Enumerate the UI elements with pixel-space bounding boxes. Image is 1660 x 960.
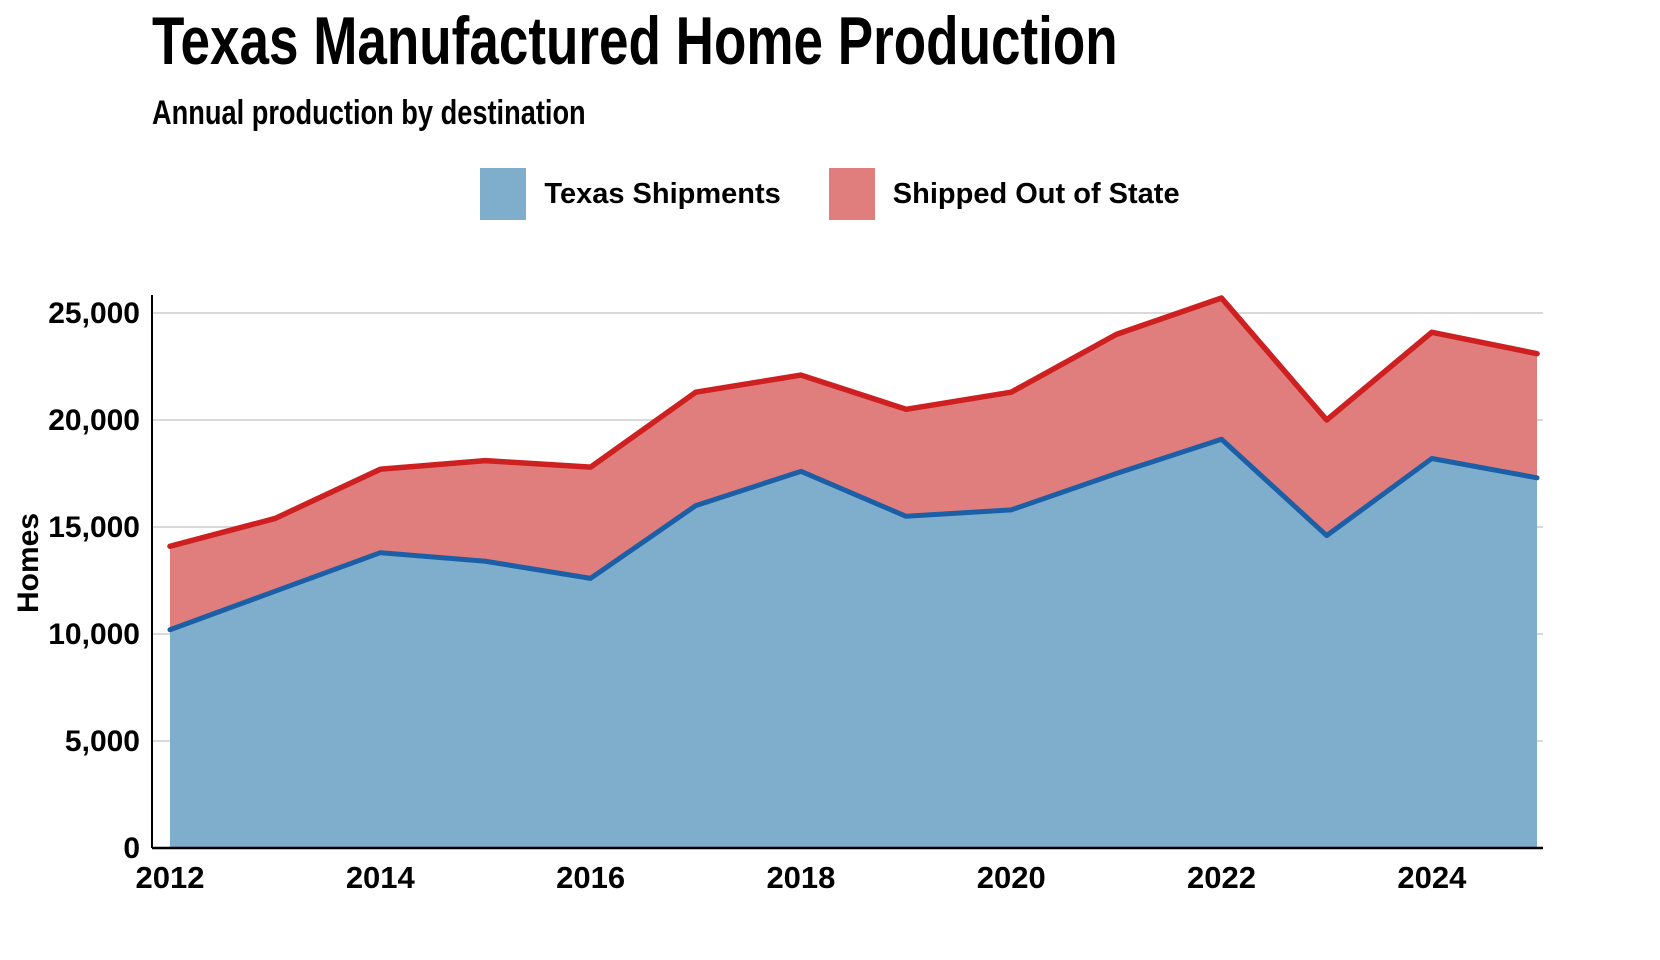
y-tick-label: 10,000 bbox=[48, 618, 140, 651]
y-tick-label: 0 bbox=[123, 832, 140, 865]
texas-shipments-line bbox=[167, 436, 1540, 633]
legend-swatch-shipped-out-of-state bbox=[828, 168, 875, 220]
x-tick-label: 2014 bbox=[346, 860, 416, 895]
legend-item-shipped-out-of-state: Shipped Out of State bbox=[828, 168, 1180, 220]
texas-shipments-area bbox=[170, 439, 1537, 848]
y-tick-label: 20,000 bbox=[48, 404, 140, 437]
legend-label-texas-shipments: Texas Shipments bbox=[544, 177, 781, 210]
x-tick-label: 2018 bbox=[766, 860, 835, 895]
chart-subtitle: Annual production by destination bbox=[152, 94, 586, 132]
total-production-line bbox=[167, 295, 1540, 550]
y-tick-label: 5,000 bbox=[65, 725, 140, 758]
legend-item-texas-shipments: Texas Shipments bbox=[480, 168, 781, 220]
y-tick-label: 25,000 bbox=[48, 297, 140, 330]
y-tick-label: 15,000 bbox=[48, 511, 140, 544]
legend-swatch-texas-shipments bbox=[480, 168, 527, 220]
chart-title: Texas Manufactured Home Production bbox=[152, 3, 1118, 79]
legend: Texas Shipments Shipped Out of State bbox=[0, 168, 1660, 220]
x-tick-label: 2016 bbox=[556, 860, 625, 895]
legend-label-shipped-out-of-state: Shipped Out of State bbox=[892, 177, 1180, 210]
x-tick-label: 2024 bbox=[1397, 860, 1467, 895]
x-tick-label: 2022 bbox=[1187, 860, 1256, 895]
x-tick-label: 2020 bbox=[977, 860, 1046, 895]
shipped-out-of-state-area bbox=[170, 298, 1537, 630]
x-tick-label: 2012 bbox=[136, 860, 205, 895]
